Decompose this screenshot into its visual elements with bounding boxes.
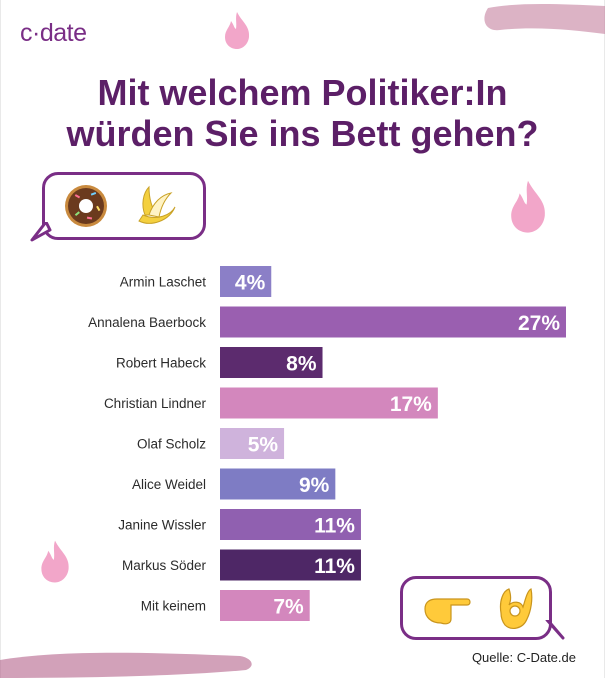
- category-label: Christian Lindner: [104, 396, 207, 411]
- category-label: Mit keinem: [141, 599, 206, 614]
- category-label: Robert Habeck: [116, 356, 206, 371]
- category-label: Janine Wissler: [118, 518, 206, 533]
- brush-stroke-bottom: [0, 652, 252, 678]
- bar: [220, 387, 438, 419]
- chart-title: Mit welchem Politiker:In würden Sie ins …: [0, 72, 605, 154]
- bar: [220, 306, 566, 338]
- flame-icon: [225, 12, 250, 49]
- bar: [220, 347, 323, 378]
- pointing-hand-icon: [424, 598, 471, 625]
- title-line-2: würden Sie ins Bett gehen?: [66, 113, 539, 154]
- bar: [220, 266, 272, 297]
- category-label: Annalena Baerbock: [88, 315, 206, 330]
- bar: [220, 509, 361, 540]
- doughnut-icon: [65, 185, 107, 227]
- value-label: 9%: [299, 474, 330, 497]
- value-label: 8%: [286, 353, 317, 376]
- value-label: 27%: [518, 312, 560, 335]
- category-label: Alice Weidel: [132, 477, 206, 492]
- brand-logo[interactable]: c·date: [20, 19, 87, 47]
- flame-icon: [41, 540, 69, 583]
- value-label: 11%: [314, 515, 355, 538]
- value-label: 7%: [273, 596, 304, 619]
- value-label: 11%: [314, 555, 355, 578]
- title-line-1: Mit welchem Politiker:In: [97, 72, 508, 113]
- category-label: Olaf Scholz: [137, 437, 206, 452]
- bar: [220, 428, 285, 459]
- ok-hand-icon: [499, 588, 533, 629]
- emoji-bubble-top: [42, 172, 206, 240]
- source-credit: Quelle: C-Date.de: [471, 650, 576, 665]
- banana-icon: [138, 185, 176, 224]
- brush-stroke-top: [484, 4, 605, 34]
- bar: [220, 590, 310, 621]
- category-label: Markus Söder: [122, 558, 207, 573]
- value-label: 5%: [248, 434, 279, 457]
- value-label: 17%: [390, 393, 432, 416]
- flame-icon: [511, 180, 545, 233]
- bar: [220, 468, 336, 500]
- bar: [220, 549, 361, 581]
- value-label: 4%: [235, 272, 266, 295]
- bubble-tail-right: [545, 620, 565, 640]
- emoji-bubble-bottom: [400, 576, 552, 640]
- bubble-tail-left: [30, 222, 52, 242]
- category-label: Armin Laschet: [120, 275, 207, 290]
